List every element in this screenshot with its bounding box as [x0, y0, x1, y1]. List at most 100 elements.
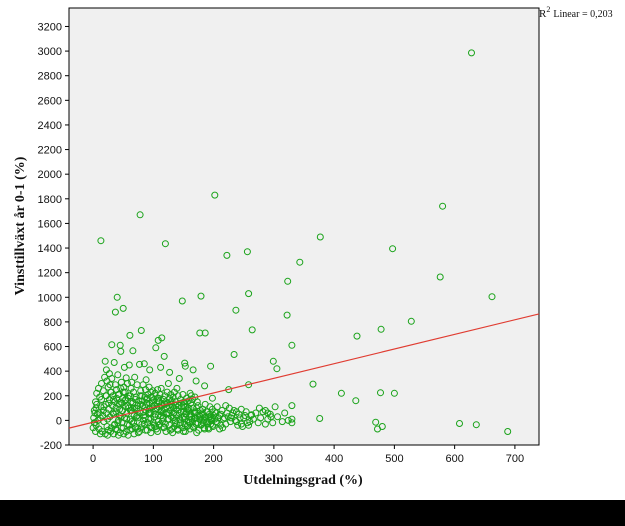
data-point — [353, 332, 361, 340]
data-point — [120, 363, 128, 371]
data-point — [205, 425, 213, 433]
r-squared-value: Linear = 0,203 — [553, 9, 612, 20]
data-point — [288, 341, 296, 349]
data-point — [152, 344, 160, 352]
data-point — [126, 331, 134, 339]
x-tick-label: 600 — [445, 453, 463, 465]
data-point — [309, 380, 317, 388]
y-tick-label: 2200 — [38, 145, 62, 157]
data-point — [134, 425, 142, 433]
data-point — [143, 394, 151, 402]
data-point — [160, 352, 168, 360]
y-tick-label: 3200 — [38, 21, 62, 33]
data-point — [155, 394, 163, 402]
data-point — [98, 380, 105, 387]
data-point — [182, 403, 190, 411]
data-point — [377, 389, 384, 397]
data-point — [192, 409, 199, 417]
data-point — [217, 421, 225, 429]
data-point — [185, 397, 193, 405]
data-point — [197, 292, 205, 300]
y-tick-label: 0 — [56, 415, 62, 427]
data-point — [316, 233, 324, 241]
y-tick-label: 2600 — [38, 95, 62, 107]
data-point — [284, 277, 292, 285]
data-point — [245, 421, 253, 429]
data-point — [167, 413, 175, 421]
data-point — [92, 404, 100, 412]
data-point — [169, 429, 177, 437]
y-tick-label: 2800 — [38, 71, 62, 83]
data-point — [223, 251, 231, 259]
data-point — [193, 398, 201, 406]
data-point — [187, 410, 195, 418]
data-point — [128, 418, 136, 426]
data-point — [127, 392, 134, 400]
data-point — [136, 360, 143, 368]
data-point — [119, 304, 127, 312]
data-point — [163, 388, 171, 396]
data-point — [140, 416, 148, 424]
data-point — [122, 428, 130, 435]
data-point — [131, 373, 139, 381]
data-point — [101, 373, 109, 381]
data-point — [181, 359, 189, 367]
data-point — [105, 399, 113, 407]
y-tick-label: 1600 — [38, 218, 62, 230]
scatter-chart: -200020040060080010001200140016001800200… — [13, 5, 613, 488]
data-point — [111, 381, 119, 389]
data-point — [170, 388, 178, 396]
data-point — [240, 414, 248, 422]
y-axis-title: Vinsttillväxt år 0-1 (%) — [13, 156, 28, 295]
data-point — [198, 420, 206, 428]
data-point — [178, 297, 186, 305]
data-point — [337, 389, 345, 397]
data-point — [192, 377, 200, 385]
data-point — [243, 248, 251, 256]
data-point — [377, 325, 385, 333]
data-point — [109, 409, 117, 417]
data-point — [171, 416, 179, 424]
x-tick-label: 700 — [506, 453, 524, 465]
r-squared-label: R2 Linear = 0,203 — [539, 5, 613, 20]
data-point — [142, 376, 150, 384]
data-point — [92, 428, 99, 435]
data-point — [136, 211, 144, 219]
data-point — [259, 408, 267, 416]
data-point — [407, 317, 415, 325]
data-point — [232, 306, 240, 314]
data-point — [200, 416, 208, 424]
data-point — [472, 421, 480, 429]
y-tick-label: 600 — [44, 342, 62, 354]
data-point — [112, 404, 120, 412]
data-point — [183, 423, 191, 430]
data-point — [372, 418, 380, 426]
data-point — [129, 347, 137, 355]
r-squared-symbol: R — [539, 8, 547, 20]
data-point — [201, 400, 209, 408]
data-point — [100, 403, 108, 411]
data-point — [296, 258, 304, 266]
x-tick-label: 400 — [325, 453, 343, 465]
data-point — [122, 396, 130, 403]
data-point — [166, 421, 174, 429]
data-point — [439, 202, 447, 210]
data-point — [206, 413, 214, 421]
x-axis: 0 100 200 300 400 500 600 700 — [90, 445, 524, 465]
data-point — [212, 418, 220, 426]
data-point — [101, 357, 109, 365]
data-point — [186, 389, 194, 397]
data-point — [201, 425, 209, 433]
data-point — [269, 357, 277, 365]
data-point — [162, 428, 170, 435]
data-point — [281, 409, 289, 417]
data-point — [274, 413, 281, 421]
data-point — [374, 425, 381, 433]
data-point — [230, 351, 238, 358]
data-point — [103, 423, 111, 430]
data-point — [137, 327, 145, 334]
fit-line-group — [68, 313, 540, 429]
data-point — [390, 389, 398, 397]
data-point — [111, 420, 119, 428]
data-point — [257, 414, 265, 422]
